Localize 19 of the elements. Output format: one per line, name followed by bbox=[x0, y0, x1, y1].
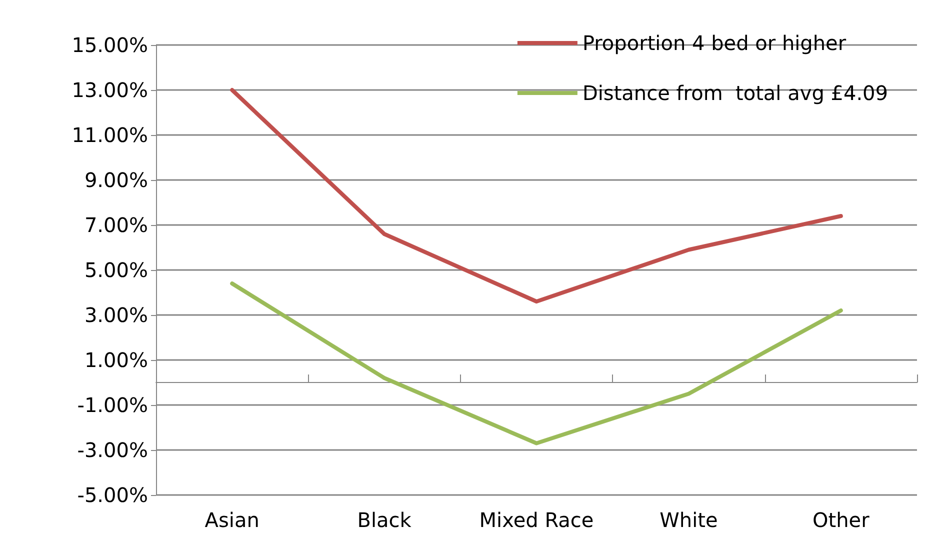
y-tick-label: 15.00% bbox=[72, 33, 148, 57]
line-series bbox=[230, 282, 843, 446]
y-tick-label: 7.00% bbox=[84, 213, 148, 237]
x-tick-label: White bbox=[660, 508, 718, 532]
x-tick-label: Asian bbox=[204, 508, 260, 532]
y-tick-label: 5.00% bbox=[84, 258, 148, 282]
y-tick-label: 1.00% bbox=[84, 348, 148, 372]
x-tick-label: Mixed Race bbox=[479, 508, 594, 532]
x-tick-label: Other bbox=[812, 508, 870, 532]
y-tick-label: 3.00% bbox=[84, 303, 148, 327]
legend-label: Distance from total avg £4.09 bbox=[582, 81, 888, 105]
legend-label: Proportion 4 bed or higher bbox=[582, 31, 847, 55]
y-tick-label: -3.00% bbox=[77, 438, 148, 462]
x-tick-label: Black bbox=[357, 508, 412, 532]
y-tick-label: 13.00% bbox=[72, 78, 148, 102]
y-tick-label: 9.00% bbox=[84, 168, 148, 192]
y-tick-label: -1.00% bbox=[77, 393, 148, 417]
y-tick-label: 11.00% bbox=[72, 123, 148, 147]
y-tick-label: -5.00% bbox=[77, 483, 148, 507]
